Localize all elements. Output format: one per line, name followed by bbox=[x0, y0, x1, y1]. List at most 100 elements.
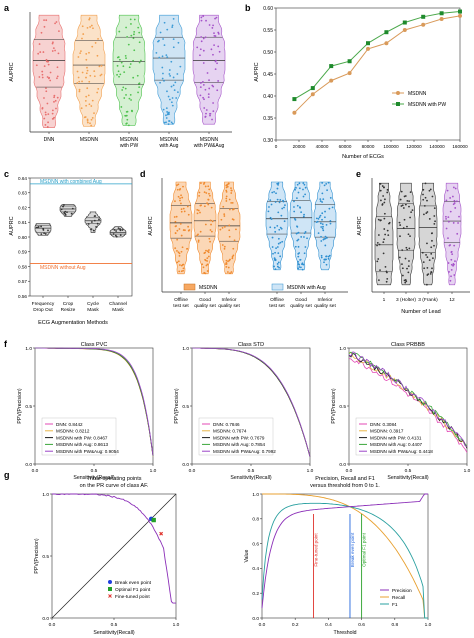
panel-a-violin-0-point bbox=[46, 76, 49, 78]
panel-e-violin-2-point bbox=[431, 239, 433, 242]
panel-a-violin-3-point bbox=[169, 74, 172, 77]
panel-g-legend-marker bbox=[108, 587, 112, 591]
panel-e-violin-1-point bbox=[404, 195, 407, 197]
panel-d-violin-1-body bbox=[193, 181, 217, 275]
panel-g-left-title: on the PR curve of class AF. bbox=[80, 483, 149, 489]
panel-e-violin-0-point bbox=[377, 258, 380, 260]
panel-a-violin-2-point bbox=[125, 26, 127, 29]
panel-a-violin-3-point bbox=[170, 60, 173, 63]
panel-d-violin-5-point bbox=[322, 225, 324, 228]
panel-d-violin-3-point bbox=[273, 265, 275, 268]
panel-g-f1-curve bbox=[261, 502, 428, 619]
panel-d-violin-5-point bbox=[329, 196, 332, 199]
panel-a-violin-4-point bbox=[216, 89, 219, 92]
panel-a-violin-0-point bbox=[43, 97, 45, 99]
panel-e-violin-2-point bbox=[422, 261, 425, 263]
panel-a-violin-0-point bbox=[55, 21, 58, 23]
panel-a-violin-4-point bbox=[217, 45, 220, 48]
panel-d-violin-3-point bbox=[276, 265, 279, 268]
panel-g-right-ytick-label: 0.2 bbox=[252, 591, 259, 597]
panel-d-violin-3-point bbox=[284, 204, 286, 207]
panel-a-violin-0-point bbox=[45, 90, 48, 93]
panel-a-violin-1-point bbox=[81, 80, 83, 83]
panel-b-point-pw bbox=[310, 86, 315, 91]
panel-a-violin-3-point bbox=[179, 65, 182, 68]
panel-a-violin-3-point bbox=[163, 21, 166, 24]
panel-d-violin-0-point bbox=[176, 184, 178, 187]
panel-a-violin-0-point bbox=[43, 65, 46, 68]
panel-d-violin-2-point bbox=[225, 265, 228, 268]
panel-a-violin-0-point bbox=[39, 51, 42, 53]
panel-d-violin-3-point bbox=[270, 218, 273, 221]
panel-f-legend-label: MSDNN with Aug: 0.8613 bbox=[56, 442, 109, 447]
panel-a-violin-2-point bbox=[125, 122, 128, 125]
panel-d-violin-1-point bbox=[208, 237, 211, 240]
panel-c-violin-0-point bbox=[40, 225, 42, 228]
panel-f-ytick-label: 0.5 bbox=[339, 404, 346, 410]
panel-e-violin-0-point bbox=[384, 265, 387, 268]
panel-d-violin-0-point bbox=[179, 202, 182, 205]
panel-e-violin-0-point bbox=[379, 189, 382, 192]
panel-e-xlabel: Number of Lead bbox=[401, 309, 440, 315]
panel-a-violin-2-point bbox=[132, 76, 135, 79]
panel-d-violin-0-point bbox=[180, 194, 182, 197]
panel-a-violin-4-point bbox=[204, 116, 207, 118]
panel-d-violin-3-point bbox=[276, 263, 279, 265]
panel-e-violin-2-point bbox=[433, 222, 436, 225]
panel-d-violin-1-point bbox=[198, 194, 201, 197]
panel-d-violin-3-point bbox=[275, 192, 277, 195]
panel-d-violin-3-point bbox=[269, 199, 272, 202]
panel-a-violin-1-point bbox=[88, 103, 91, 106]
panel-d-violin-3-point bbox=[280, 214, 283, 217]
panel-d-violin-5-body bbox=[313, 181, 337, 271]
panel-b-line-1 bbox=[294, 11, 461, 100]
panel-a-violin-1-point bbox=[77, 56, 80, 58]
panel-d-violin-5-point bbox=[331, 206, 334, 209]
panel-a-violin-1-point bbox=[89, 122, 91, 125]
panel-d-violin-1-point bbox=[204, 223, 207, 226]
panel-d-violin-3-point bbox=[279, 226, 282, 229]
panel-a-violin-1-point bbox=[78, 90, 81, 93]
panel-f-xtick-label: 0.0 bbox=[32, 468, 39, 474]
panel-d-violin-2-point bbox=[220, 218, 223, 221]
panel-d-violin-2-point bbox=[229, 272, 231, 275]
panel-d-violin-3-point bbox=[276, 225, 279, 227]
panel-a-violin-0-point bbox=[47, 121, 49, 124]
panel-a-violin-2-point bbox=[120, 61, 123, 64]
panel-e-violin-3-point bbox=[447, 216, 450, 219]
panel-g-legend-marker bbox=[108, 594, 112, 598]
panel-f-ylabel: PPV(Precision) bbox=[174, 388, 180, 423]
panel-d-violin-2-point bbox=[219, 228, 222, 231]
panel-d-violin-1-point bbox=[204, 185, 207, 188]
panel-d-violin-4-point bbox=[302, 188, 304, 191]
panel-e-violin-3-point bbox=[453, 202, 456, 204]
panel-a-violin-2-point bbox=[122, 65, 125, 68]
panel-f-legend-label: DNN: 0.8442 bbox=[56, 422, 83, 427]
panel-d-xtick-label: Offline bbox=[270, 297, 284, 303]
panel-d-violin-0-point bbox=[179, 222, 182, 225]
panel-e-violin-0-point bbox=[378, 243, 381, 246]
panel-a-violin-1-point bbox=[86, 26, 89, 29]
panel-g-right-title: versus threshold from 0 to 1. bbox=[310, 483, 380, 489]
panel-a-violin-0-point bbox=[51, 50, 54, 52]
panel-e-xtick-label: 3 (Holter) bbox=[396, 297, 416, 303]
panel-e-violin-3-point bbox=[453, 274, 456, 276]
panel-c-violin-3-point bbox=[113, 228, 116, 231]
panel-a-violin-4-point bbox=[214, 35, 217, 37]
panel-d-violin-1-point bbox=[203, 191, 206, 194]
panel-a-xtick-label: with PW bbox=[120, 143, 139, 149]
panel-g-right-legend-label: Precision bbox=[392, 588, 412, 594]
panel-d-violin-1-point bbox=[207, 185, 210, 188]
panel-d-violin-3-point bbox=[276, 187, 279, 190]
panel-e-violin-2-point bbox=[434, 220, 436, 223]
panel-a-violin-3-point bbox=[161, 55, 164, 58]
panel-d-violin-4-point bbox=[297, 232, 299, 234]
panel-g-left-legend-label: Break even point bbox=[115, 580, 152, 586]
panel-d-violin-2-point bbox=[228, 235, 231, 238]
panel-c-violin-2-point bbox=[87, 223, 90, 225]
panel-a-violin-4-point bbox=[214, 68, 217, 71]
panel-a-violin-4-point bbox=[214, 60, 217, 63]
panel-e-violin-1-point bbox=[407, 233, 410, 236]
panel-d-xtick-label: Offline bbox=[174, 297, 188, 303]
panel-d-violin-4-point bbox=[297, 255, 300, 258]
